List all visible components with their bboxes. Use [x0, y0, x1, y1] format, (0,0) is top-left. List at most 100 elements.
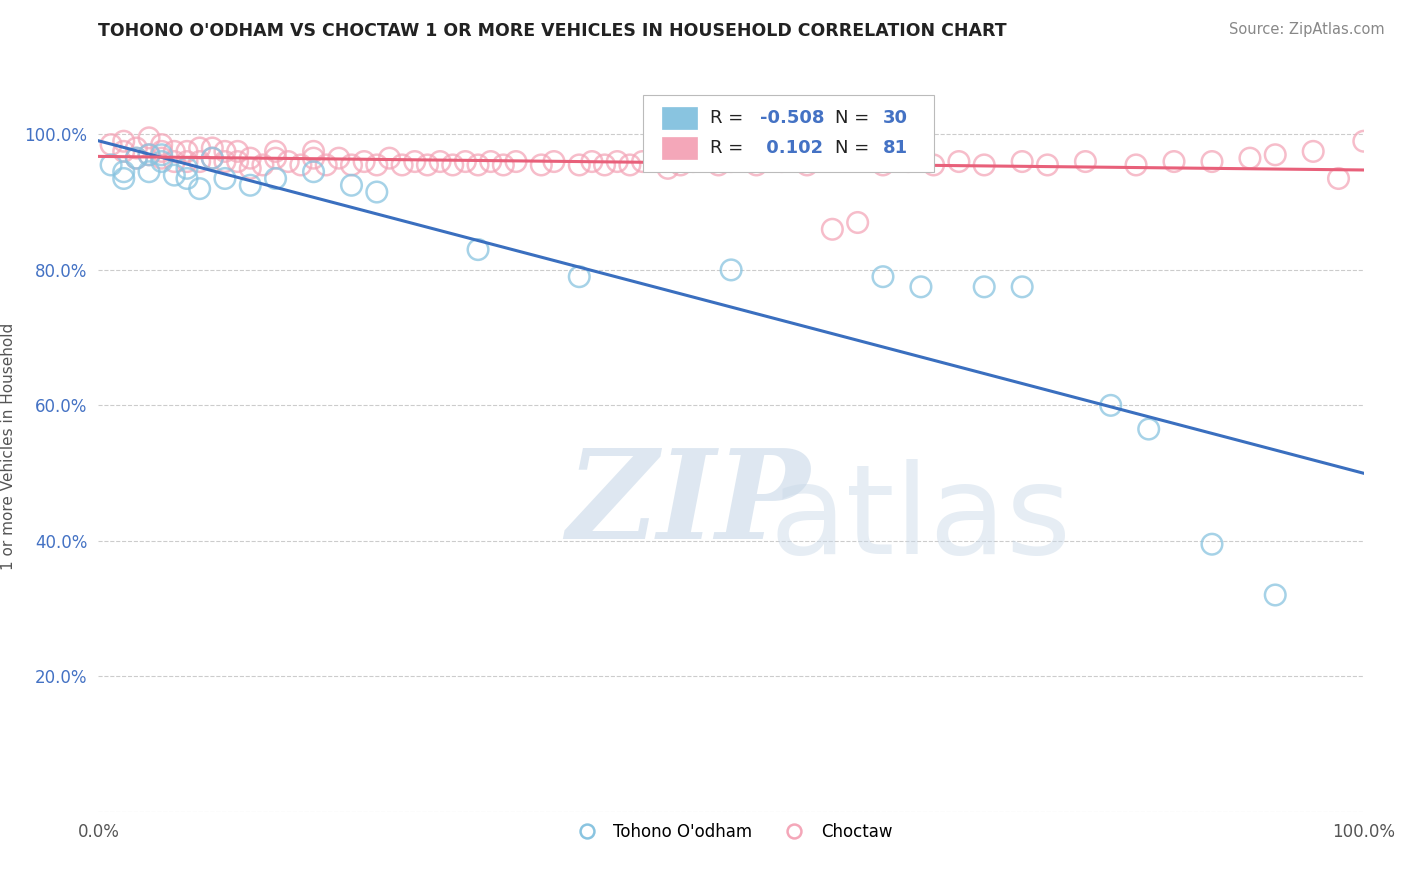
Point [302, 145, 325, 159]
Point [657, 161, 679, 176]
Text: ZIP: ZIP [567, 443, 810, 566]
Point [138, 148, 160, 162]
Point [264, 171, 287, 186]
Point [429, 154, 451, 169]
Point [1327, 171, 1350, 186]
FancyBboxPatch shape [643, 95, 934, 171]
Point [720, 263, 742, 277]
Point [568, 269, 591, 284]
Point [239, 161, 262, 176]
Point [201, 151, 224, 165]
Point [505, 154, 527, 169]
Point [176, 171, 198, 186]
Point [1011, 154, 1033, 169]
Point [1011, 280, 1033, 294]
Point [593, 158, 616, 172]
Text: Source: ZipAtlas.com: Source: ZipAtlas.com [1229, 22, 1385, 37]
Point [467, 158, 489, 172]
Point [897, 154, 920, 169]
Point [378, 151, 401, 165]
Point [138, 131, 160, 145]
Point [416, 158, 439, 172]
Point [606, 154, 628, 169]
Point [366, 158, 388, 172]
Point [150, 154, 173, 169]
Text: TOHONO O'ODHAM VS CHOCTAW 1 OR MORE VEHICLES IN HOUSEHOLD CORRELATION CHART: TOHONO O'ODHAM VS CHOCTAW 1 OR MORE VEHI… [98, 22, 1007, 40]
Text: N =: N = [835, 109, 875, 127]
Point [1353, 134, 1375, 148]
Point [581, 154, 603, 169]
Point [176, 145, 198, 159]
Point [492, 158, 515, 172]
Point [112, 145, 135, 159]
Point [188, 181, 211, 195]
Point [922, 158, 945, 172]
Point [1201, 154, 1223, 169]
Point [530, 158, 553, 172]
Point [302, 164, 325, 178]
Point [163, 168, 186, 182]
Point [973, 280, 995, 294]
Point [973, 158, 995, 172]
Point [467, 243, 489, 257]
Text: 30: 30 [883, 109, 908, 127]
Point [188, 154, 211, 169]
Point [138, 148, 160, 162]
Point [770, 154, 793, 169]
Point [669, 158, 692, 172]
Point [150, 151, 173, 165]
Y-axis label: 1 or more Vehicles in Household: 1 or more Vehicles in Household [1, 322, 15, 570]
Text: 81: 81 [883, 139, 908, 157]
Point [302, 151, 325, 165]
Point [340, 158, 363, 172]
Point [315, 158, 337, 172]
Point [264, 151, 287, 165]
Point [872, 158, 894, 172]
Point [1036, 158, 1059, 172]
Point [543, 154, 565, 169]
Point [1074, 154, 1097, 169]
Point [100, 137, 122, 152]
Point [745, 158, 768, 172]
Point [872, 269, 894, 284]
Point [796, 158, 818, 172]
Point [100, 158, 122, 172]
Text: R =: R = [710, 139, 748, 157]
Point [1239, 151, 1261, 165]
Point [631, 154, 654, 169]
Text: R =: R = [710, 109, 748, 127]
Point [1201, 537, 1223, 551]
Point [150, 148, 173, 162]
Point [239, 151, 262, 165]
FancyBboxPatch shape [661, 137, 697, 160]
Point [264, 145, 287, 159]
Point [1264, 148, 1286, 162]
Point [1264, 588, 1286, 602]
Point [619, 158, 641, 172]
Point [163, 145, 186, 159]
Point [1302, 145, 1324, 159]
Text: -0.508: -0.508 [761, 109, 825, 127]
Point [366, 185, 388, 199]
Point [404, 154, 426, 169]
Point [454, 154, 477, 169]
Point [150, 145, 173, 159]
Point [214, 171, 236, 186]
Point [201, 151, 224, 165]
Point [353, 154, 375, 169]
Point [1137, 422, 1160, 436]
Point [1125, 158, 1147, 172]
Point [328, 151, 350, 165]
Point [188, 141, 211, 155]
Point [277, 154, 299, 169]
Point [340, 178, 363, 193]
Point [112, 134, 135, 148]
Point [125, 151, 148, 165]
Point [1099, 398, 1122, 412]
Point [441, 158, 464, 172]
Point [214, 154, 236, 169]
Point [176, 161, 198, 176]
FancyBboxPatch shape [661, 107, 697, 128]
Point [252, 158, 274, 172]
Point [720, 154, 742, 169]
